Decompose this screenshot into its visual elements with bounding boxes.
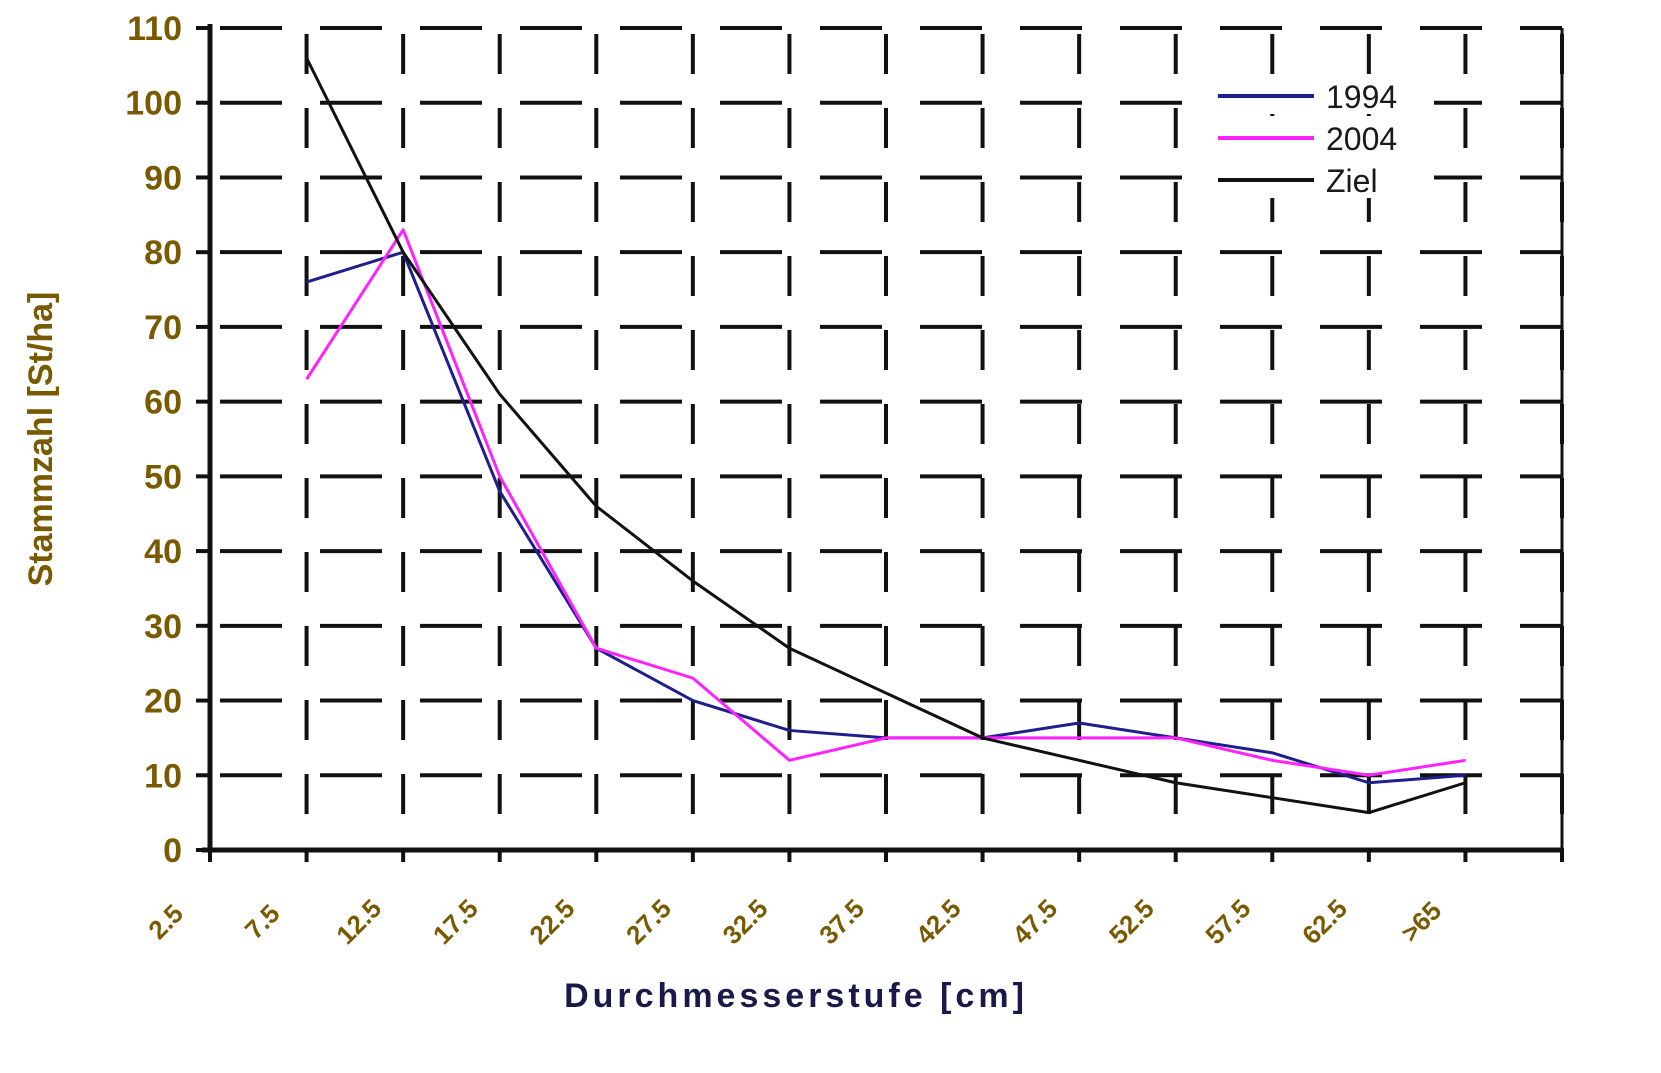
y-tick-label: 100 <box>125 85 182 123</box>
y-tick-labels: 0 10 20 30 40 50 60 70 80 90 100 110 <box>125 10 182 870</box>
grid-lines <box>210 26 1564 850</box>
y-tick-label: 110 <box>127 10 182 48</box>
legend-label-1994: 1994 <box>1326 79 1397 115</box>
x-axis-label: Durchmesserstufe [cm] <box>564 977 1028 1015</box>
series-lines <box>305 57 1466 815</box>
y-tick-label: 50 <box>144 458 182 496</box>
series-line-ziel <box>305 57 1466 815</box>
y-tick-label: 60 <box>144 384 182 422</box>
legend-label-ziel: Ziel <box>1326 163 1378 199</box>
y-tick-label: 0 <box>163 832 182 870</box>
legend: 1994 2004 Ziel <box>1214 74 1434 199</box>
y-tick-label: 90 <box>144 159 182 197</box>
series-line-2004 <box>305 228 1466 777</box>
y-tick-label: 30 <box>144 608 182 646</box>
y-tick-label: 20 <box>144 683 182 721</box>
y-axis-label: Stammzahl [St/ha] <box>22 292 60 587</box>
axes <box>196 24 1564 862</box>
y-tick-label: 40 <box>144 533 182 571</box>
y-tick-label: 70 <box>144 309 182 347</box>
y-tick-label: 80 <box>144 234 182 272</box>
y-tick-label: 10 <box>144 757 182 795</box>
legend-label-2004: 2004 <box>1326 121 1397 157</box>
